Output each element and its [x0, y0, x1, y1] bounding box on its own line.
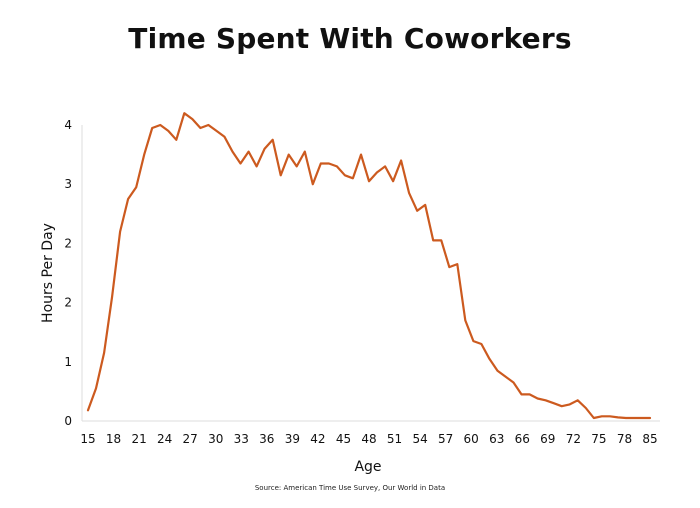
x-tick-label: 30 — [208, 432, 223, 446]
y-tick-labels: 0 1 2 2 3 4 — [64, 118, 72, 428]
x-tick-label: 27 — [183, 432, 198, 446]
x-tick-label: 48 — [361, 432, 376, 446]
chart-title: Time Spent With Coworkers — [128, 22, 572, 55]
x-tick-label: 18 — [106, 432, 121, 446]
x-tick-label: 54 — [412, 432, 427, 446]
x-tick-label: 75 — [591, 432, 606, 446]
source-note: Source: American Time Use Survey, Our Wo… — [254, 484, 446, 492]
x-axis-label: Age — [354, 459, 381, 475]
x-tick-label: 51 — [387, 432, 402, 446]
x-tick-label: 60 — [464, 432, 479, 446]
x-tick-label: 42 — [310, 432, 325, 446]
x-tick-label: 15 — [80, 432, 95, 446]
x-tick-label: 39 — [285, 432, 300, 446]
series-line — [86, 112, 652, 420]
y-tick-label: 4 — [64, 118, 72, 132]
x-tick-label: 85 — [642, 432, 657, 446]
y-tick-label: 2 — [64, 236, 72, 250]
y-tick-label: 1 — [64, 355, 72, 369]
x-tick-label: 21 — [131, 432, 146, 446]
x-tick-label: 57 — [438, 432, 453, 446]
x-tick-label: 36 — [259, 432, 274, 446]
y-tick-label: 3 — [64, 177, 72, 191]
y-tick-label: 2 — [64, 296, 72, 310]
x-tick-label: 78 — [617, 432, 632, 446]
x-tick-label: 69 — [540, 432, 555, 446]
x-tick-label: 33 — [234, 432, 249, 446]
y-axis-label: Hours Per Day — [40, 223, 56, 323]
y-tick-label: 0 — [64, 414, 72, 428]
x-tick-label: 72 — [566, 432, 581, 446]
x-tick-label: 66 — [515, 432, 530, 446]
x-tick-labels: 15 18 21 24 27 30 33 36 39 42 45 48 51 54 57 60 63 66 69 72… — [80, 432, 657, 446]
axes — [81, 125, 660, 422]
x-tick-label: 24 — [157, 432, 172, 446]
x-tick-label: 45 — [336, 432, 351, 446]
x-tick-label: 63 — [489, 432, 504, 446]
